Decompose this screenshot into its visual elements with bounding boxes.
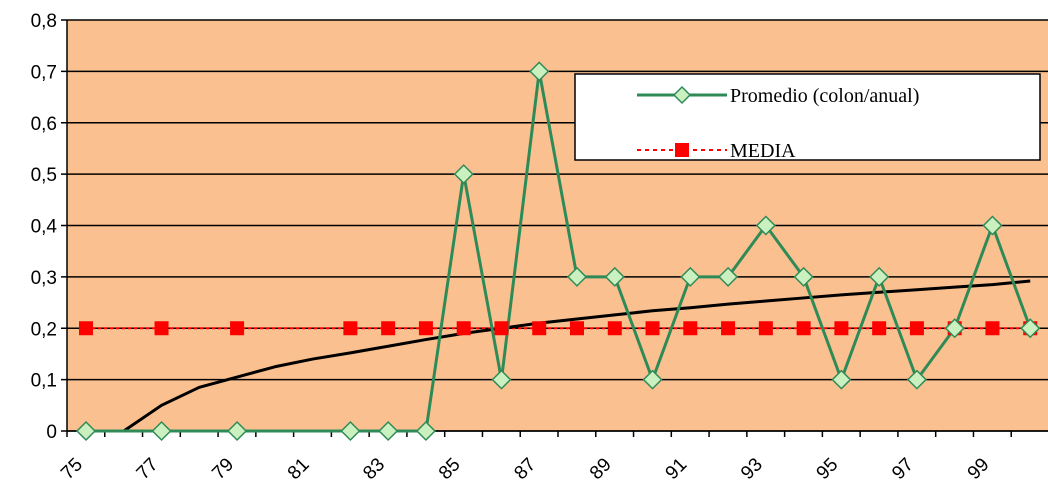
y-tick-label: 0,1 [31, 371, 57, 392]
media-point [985, 321, 1000, 336]
media-point [230, 321, 245, 336]
media-point [721, 321, 736, 336]
y-tick-label: 0,2 [31, 319, 57, 340]
media-point [645, 321, 660, 336]
promedio-point [227, 420, 248, 442]
x-tick-label: 93 [737, 454, 767, 484]
y-tick-label: 0,7 [31, 62, 57, 83]
media-point [909, 321, 924, 336]
series-line-promedio [86, 69, 1032, 433]
media-point [154, 321, 169, 336]
media-point [570, 321, 584, 336]
trendline [122, 279, 1031, 433]
promedio-point [75, 420, 97, 442]
media-point [683, 321, 698, 336]
promedio-point [151, 420, 172, 442]
promedio-point [793, 266, 814, 287]
x-tick-label: 79 [208, 454, 238, 484]
x-tick-label: 99 [964, 454, 994, 484]
promedio-point [1020, 318, 1041, 339]
series-group [75, 61, 1041, 442]
promedio-point [604, 266, 625, 287]
promedio-point [529, 61, 550, 82]
y-tick-label: 0 [46, 422, 57, 443]
x-tick-label: 85 [435, 454, 465, 484]
media-point [456, 321, 471, 336]
legend: Promedio (colon/anual) MEDIA [574, 73, 1041, 162]
media-point [381, 321, 396, 336]
y-tick-label: 0,8 [31, 11, 57, 32]
promedio-point [718, 266, 739, 287]
x-tick-label: 81 [284, 454, 314, 484]
promedio-point [906, 369, 927, 390]
x-tick-label: 89 [586, 454, 616, 484]
promedio-point [869, 266, 890, 287]
y-tick-label: 0,5 [31, 165, 57, 186]
x-tick-label: 83 [359, 454, 389, 484]
y-tick-label: 0,4 [31, 217, 58, 238]
media-point [532, 321, 547, 336]
x-tick-label: 95 [813, 454, 843, 484]
media-point [834, 321, 849, 336]
promedio-point [378, 420, 399, 442]
legend-label-media: MEDIA [730, 140, 796, 162]
y-tick-label: 0,3 [31, 268, 57, 289]
promedio-point [982, 215, 1003, 236]
promedio-point [340, 420, 361, 442]
promedio-point [642, 369, 663, 390]
y-tick-label: 0,6 [31, 114, 57, 135]
x-axis-ticks: 75 77 79 81 83 85 87 89 91 93 95 97 99 [57, 430, 1048, 484]
media-point [758, 321, 773, 336]
promedio-point [415, 420, 436, 442]
media-point [607, 321, 622, 336]
x-tick-label: 75 [57, 454, 87, 484]
promedio-point [566, 266, 588, 287]
media-point [494, 321, 509, 336]
legend-box [574, 73, 1041, 161]
promedio-point [453, 164, 474, 185]
media-point [79, 321, 93, 336]
legend-promedio-marker [672, 85, 692, 105]
legend-media-marker [675, 143, 689, 157]
promedio-point [755, 215, 776, 236]
x-tick-label: 77 [133, 454, 163, 484]
promedio-point [831, 369, 852, 390]
y-axis-ticks: 0 0,1 0,2 0,3 0,4 0,5 0,6 0,7 0,8 [31, 11, 68, 443]
media-point [872, 321, 887, 336]
media-point [343, 321, 358, 336]
promedio-point [944, 318, 965, 339]
x-tick-label: 97 [888, 454, 918, 484]
legend-label-promedio: Promedio (colon/anual) [730, 85, 919, 107]
promedio-point [491, 369, 512, 390]
x-tick-label: 87 [510, 454, 540, 484]
promedio-point [680, 266, 701, 287]
x-tick-label: 91 [662, 454, 692, 484]
media-point [418, 321, 433, 336]
media-point [796, 321, 811, 336]
